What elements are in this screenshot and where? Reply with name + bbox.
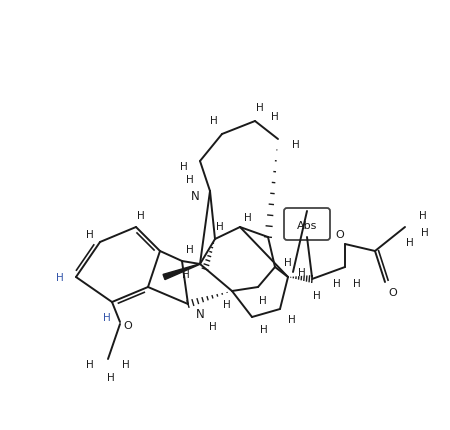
Text: H: H [271,112,279,122]
Text: H: H [210,116,218,126]
Text: H: H [182,269,190,280]
Text: H: H [284,258,292,267]
Text: H: H [103,312,111,322]
Text: H: H [223,299,231,309]
Polygon shape [163,264,200,280]
Text: H: H [292,140,300,150]
Text: O: O [389,287,397,297]
Text: N: N [191,189,199,202]
Text: O: O [124,320,132,330]
FancyBboxPatch shape [284,209,330,240]
Text: H: H [288,314,296,324]
Text: H: H [209,321,217,331]
Text: H: H [333,278,341,289]
Text: H: H [107,372,115,382]
Text: O: O [336,230,344,240]
Text: H: H [56,272,64,283]
Text: H: H [180,162,188,172]
Text: N: N [196,308,204,321]
Text: H: H [86,359,94,369]
Text: H: H [186,175,194,184]
Text: H: H [313,290,321,300]
Text: H: H [298,267,306,277]
Text: H: H [186,244,194,255]
Text: H: H [259,295,267,305]
Text: H: H [260,324,268,334]
Text: H: H [256,103,264,113]
Text: H: H [244,212,252,222]
Text: H: H [216,221,224,231]
Text: H: H [421,227,429,237]
Text: H: H [137,211,145,221]
Text: H: H [122,359,130,369]
Text: H: H [419,211,427,221]
Text: Abs: Abs [297,221,317,230]
Text: H: H [86,230,94,240]
Text: H: H [406,237,414,247]
Text: H: H [353,278,361,289]
